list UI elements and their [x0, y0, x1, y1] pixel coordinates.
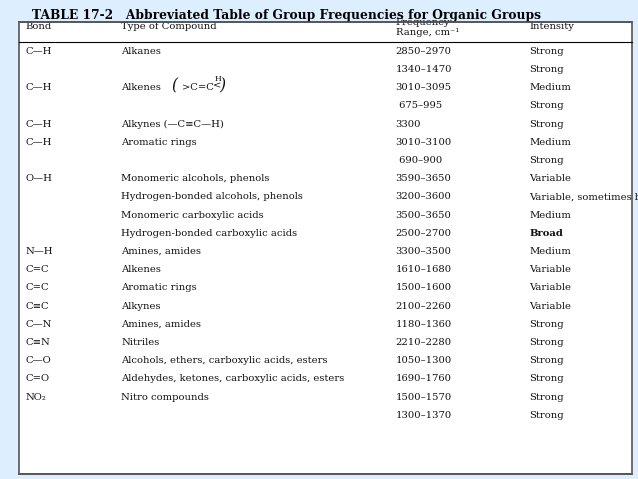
Text: 3500–3650: 3500–3650	[396, 211, 452, 219]
Text: Strong: Strong	[530, 47, 564, 56]
Text: N—H: N—H	[26, 247, 53, 256]
Text: C—H: C—H	[26, 120, 52, 128]
Text: Strong: Strong	[530, 356, 564, 365]
Text: Medium: Medium	[530, 83, 572, 92]
Text: Medium: Medium	[530, 211, 572, 219]
Text: 1340–1470: 1340–1470	[396, 65, 452, 74]
Text: 3010–3095: 3010–3095	[396, 83, 452, 92]
Text: Alkynes (—C≡C—H): Alkynes (—C≡C—H)	[121, 119, 224, 129]
Text: 2500–2700: 2500–2700	[396, 229, 452, 238]
Text: Strong: Strong	[530, 375, 564, 383]
Text: Aldehydes, ketones, carboxylic acids, esters: Aldehydes, ketones, carboxylic acids, es…	[121, 375, 345, 383]
Text: NO₂: NO₂	[26, 393, 47, 401]
Text: Alkanes: Alkanes	[121, 47, 161, 56]
Text: 1500–1570: 1500–1570	[396, 393, 452, 401]
Text: 2100–2260: 2100–2260	[396, 302, 452, 310]
Text: Hydrogen-bonded alcohols, phenols: Hydrogen-bonded alcohols, phenols	[121, 193, 303, 201]
Text: 1610–1680: 1610–1680	[396, 265, 452, 274]
Text: Strong: Strong	[530, 156, 564, 165]
Text: Alcohols, ethers, carboxylic acids, esters: Alcohols, ethers, carboxylic acids, este…	[121, 356, 328, 365]
Text: Type of Compound: Type of Compound	[121, 22, 217, 31]
Text: Strong: Strong	[530, 320, 564, 329]
Text: Medium: Medium	[530, 247, 572, 256]
Text: 3300–3500: 3300–3500	[396, 247, 452, 256]
Text: Aromatic rings: Aromatic rings	[121, 138, 197, 147]
Text: (: (	[171, 77, 177, 94]
Text: Variable: Variable	[530, 284, 572, 292]
Text: 1690–1760: 1690–1760	[396, 375, 452, 383]
Text: 3590–3650: 3590–3650	[396, 174, 452, 183]
Text: 3300: 3300	[396, 120, 421, 128]
Text: Strong: Strong	[530, 102, 564, 110]
Text: Strong: Strong	[530, 338, 564, 347]
Text: O—H: O—H	[26, 174, 52, 183]
Text: 1500–1600: 1500–1600	[396, 284, 452, 292]
Text: <: <	[213, 81, 221, 90]
Text: C=O: C=O	[26, 375, 50, 383]
Text: Hydrogen-bonded carboxylic acids: Hydrogen-bonded carboxylic acids	[121, 229, 297, 238]
Text: C≡C: C≡C	[26, 302, 49, 310]
Text: Alkenes: Alkenes	[121, 265, 161, 274]
Text: 1300–1370: 1300–1370	[396, 411, 452, 420]
Text: Variable: Variable	[530, 174, 572, 183]
Text: C≡N: C≡N	[26, 338, 50, 347]
Text: H: H	[215, 75, 222, 83]
Text: Nitro compounds: Nitro compounds	[121, 393, 209, 401]
Text: Variable: Variable	[530, 265, 572, 274]
Text: Intensity: Intensity	[530, 22, 574, 31]
Text: Strong: Strong	[530, 120, 564, 128]
Text: C—H: C—H	[26, 138, 52, 147]
Text: Strong: Strong	[530, 65, 564, 74]
Text: C—O: C—O	[26, 356, 51, 365]
Text: C—H: C—H	[26, 83, 52, 92]
Text: Alkenes: Alkenes	[121, 83, 161, 92]
Text: >C=C: >C=C	[182, 83, 214, 92]
Text: 2850–2970: 2850–2970	[396, 47, 452, 56]
Text: Amines, amides: Amines, amides	[121, 320, 201, 329]
Text: Strong: Strong	[530, 411, 564, 420]
Text: Amines, amides: Amines, amides	[121, 247, 201, 256]
Text: 690–900: 690–900	[396, 156, 441, 165]
Text: TABLE 17-2   Abbreviated Table of Group Frequencies for Organic Groups: TABLE 17-2 Abbreviated Table of Group Fr…	[32, 9, 541, 22]
Text: 1180–1360: 1180–1360	[396, 320, 452, 329]
Text: Variable: Variable	[530, 302, 572, 310]
Text: Alkynes: Alkynes	[121, 302, 161, 310]
Text: Medium: Medium	[530, 138, 572, 147]
Text: ): )	[219, 77, 225, 94]
Text: Monomeric alcohols, phenols: Monomeric alcohols, phenols	[121, 174, 270, 183]
Text: Variable, sometimes broad: Variable, sometimes broad	[530, 193, 638, 201]
Text: 2210–2280: 2210–2280	[396, 338, 452, 347]
Text: Strong: Strong	[530, 393, 564, 401]
FancyBboxPatch shape	[19, 22, 632, 474]
Text: Bond: Bond	[26, 22, 52, 31]
Text: Range, cm⁻¹: Range, cm⁻¹	[396, 28, 459, 37]
Text: Broad: Broad	[530, 229, 563, 238]
Text: Monomeric carboxylic acids: Monomeric carboxylic acids	[121, 211, 264, 219]
Text: Frequency: Frequency	[396, 18, 450, 27]
Text: C=C: C=C	[26, 284, 49, 292]
Text: C—N: C—N	[26, 320, 52, 329]
Text: C—H: C—H	[26, 47, 52, 56]
Text: Nitriles: Nitriles	[121, 338, 160, 347]
Text: C=C: C=C	[26, 265, 49, 274]
Text: 1050–1300: 1050–1300	[396, 356, 452, 365]
Text: 3010–3100: 3010–3100	[396, 138, 452, 147]
Text: 3200–3600: 3200–3600	[396, 193, 452, 201]
Text: Aromatic rings: Aromatic rings	[121, 284, 197, 292]
Text: 675–995: 675–995	[396, 102, 441, 110]
